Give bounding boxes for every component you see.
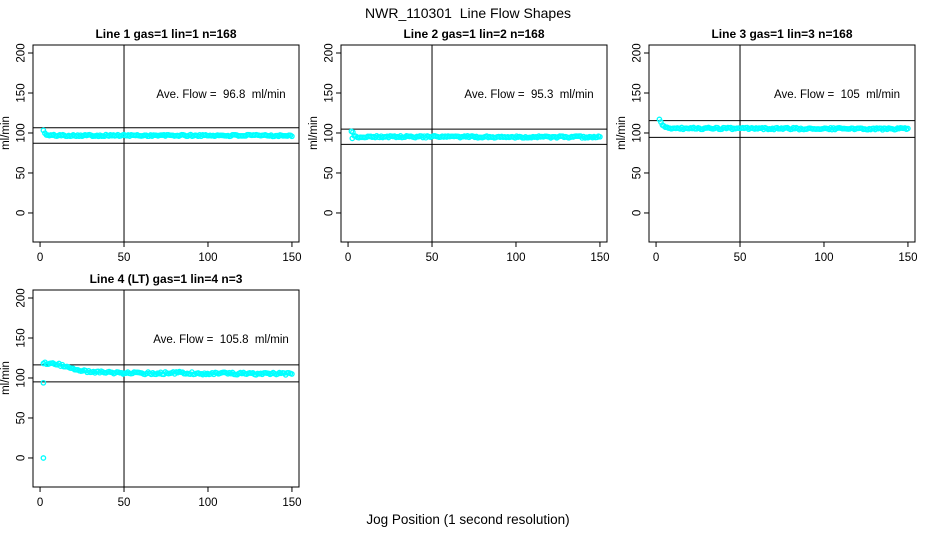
x-tick-label: 150 [282, 497, 301, 509]
ave-flow-annotation: Ave. Flow = 105 ml/min [774, 89, 900, 101]
y-tick-label: 100 [16, 368, 28, 387]
y-tick-label: 0 [324, 210, 336, 216]
x-tick-label: 0 [345, 252, 351, 264]
y-axis-label: ml/min [0, 361, 12, 395]
y-tick-label: 0 [16, 455, 28, 461]
data-point [905, 125, 911, 132]
y-tick-label: 200 [632, 43, 644, 62]
y-tick-label: 50 [16, 167, 28, 180]
ave-flow-annotation: Ave. Flow = 95.3 ml/min [464, 89, 593, 101]
panel-title: Line 1 gas=1 lin=1 n=168 [95, 27, 236, 41]
data-point [289, 371, 295, 377]
data-point [40, 379, 47, 386]
data-points [40, 359, 295, 461]
y-tick-label: 0 [16, 210, 28, 216]
plot-box [340, 44, 608, 243]
x-tick-label: 100 [506, 252, 525, 264]
x-tick-label: 150 [898, 252, 917, 264]
y-tick-label: 150 [324, 83, 336, 102]
y-axis-label: ml/min [616, 116, 628, 150]
y-tick-label: 50 [16, 412, 28, 425]
panel-3: Line 3 gas=1 lin=3 n=168 0 50 100 150 200 0 50 1… [616, 27, 918, 264]
plot-box [32, 289, 300, 488]
chart-x-axis-label: Jog Position (1 second resolution) [366, 512, 570, 527]
x-tick-label: 50 [118, 252, 131, 264]
y-tick-label: 100 [16, 123, 28, 142]
x-tick-label: 50 [426, 252, 439, 264]
y-tick-label: 100 [324, 123, 336, 142]
y-tick-label: 50 [632, 167, 644, 180]
plot-box [648, 44, 916, 243]
x-tick-label: 100 [198, 497, 217, 509]
panel-1: Line 1 gas=1 lin=1 n=168 0 50 100 150 200 0 50 1… [0, 27, 302, 264]
x-tick-label: 50 [734, 252, 747, 264]
panel-title: Line 3 gas=1 lin=3 n=168 [711, 27, 852, 41]
data-points [348, 128, 603, 142]
y-tick-label: 150 [16, 83, 28, 102]
y-tick-label: 0 [632, 210, 644, 216]
data-point [597, 133, 603, 140]
data-point [289, 133, 295, 140]
panel-2: Line 2 gas=1 lin=2 n=168 0 50 100 150 200 0 50 1… [308, 27, 610, 264]
x-tick-label: 0 [37, 497, 43, 509]
panel-title: Line 2 gas=1 lin=2 n=168 [403, 27, 544, 41]
x-tick-label: 100 [814, 252, 833, 264]
x-tick-label: 0 [37, 252, 43, 264]
x-tick-label: 150 [590, 252, 609, 264]
y-tick-label: 200 [16, 288, 28, 307]
data-point [40, 455, 47, 461]
x-tick-label: 0 [653, 252, 659, 264]
data-points [40, 127, 295, 140]
y-tick-label: 150 [16, 328, 28, 347]
y-tick-label: 150 [632, 83, 644, 102]
panel-4: Line 4 (LT) gas=1 lin=4 n=3 0 50 100 150 200 0… [0, 272, 302, 509]
x-tick-label: 50 [118, 497, 131, 509]
x-tick-label: 100 [198, 252, 217, 264]
panel-title: Line 4 (LT) gas=1 lin=4 n=3 [90, 272, 243, 286]
y-tick-label: 200 [16, 43, 28, 62]
data-points [656, 116, 911, 133]
x-tick-label: 150 [282, 252, 301, 264]
y-tick-label: 50 [324, 167, 336, 180]
y-tick-label: 200 [324, 43, 336, 62]
chart-main-title: NWR_110301 Line Flow Shapes [365, 5, 571, 21]
ave-flow-annotation: Ave. Flow = 105.8 ml/min [153, 334, 289, 346]
y-axis-label: ml/min [0, 116, 12, 150]
ave-flow-annotation: Ave. Flow = 96.8 ml/min [156, 89, 285, 101]
y-axis-label: ml/min [308, 116, 320, 150]
y-tick-label: 100 [632, 123, 644, 142]
data-point [349, 135, 356, 142]
plot-box [32, 44, 300, 243]
